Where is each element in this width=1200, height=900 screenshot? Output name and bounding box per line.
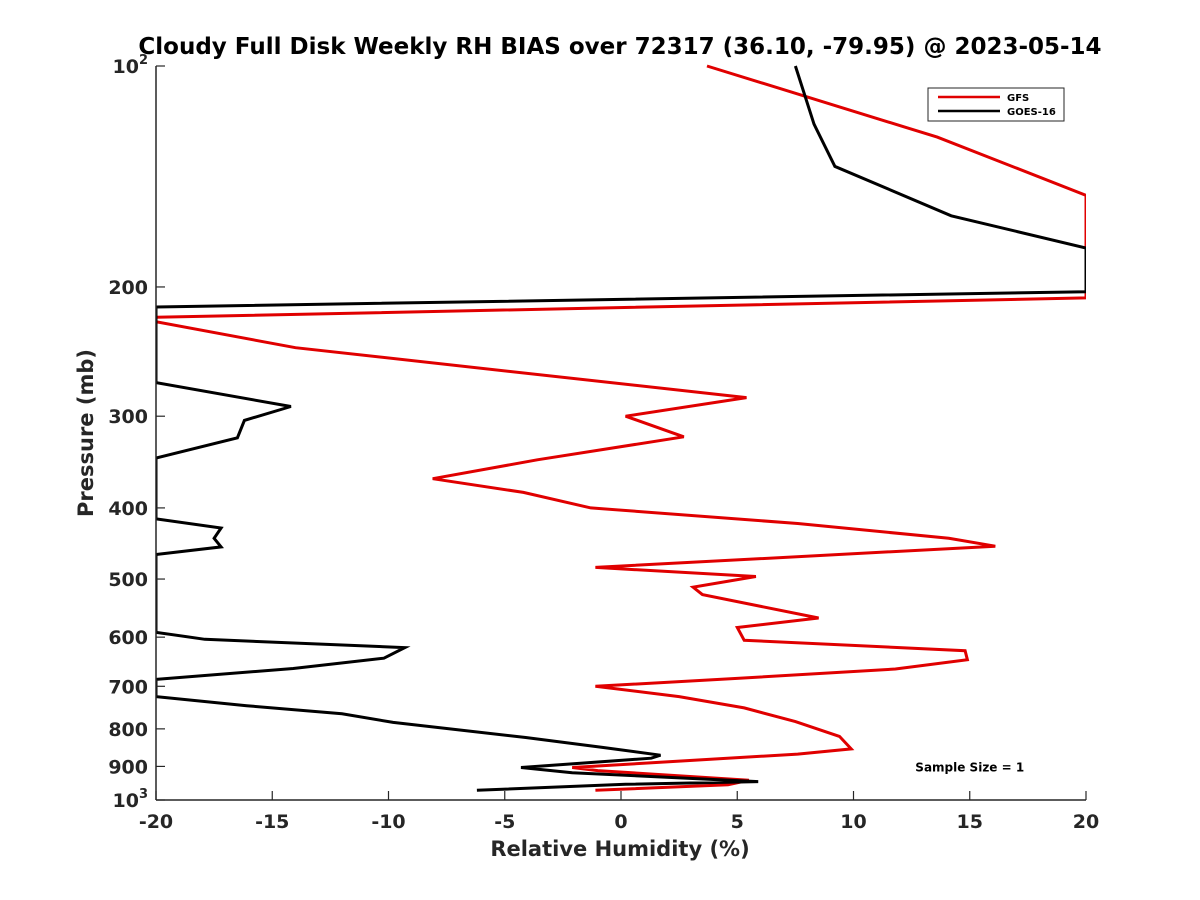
- y-tick-label: 300: [108, 406, 148, 428]
- x-tick-label: 0: [614, 811, 627, 833]
- sample-size-annotation: Sample Size = 1: [915, 760, 1024, 774]
- legend: GFS GOES-16: [927, 87, 1065, 122]
- y-tick-label: 200: [108, 277, 148, 299]
- x-axis-label: Relative Humidity (%): [490, 837, 749, 861]
- y-tick-label: 500: [108, 569, 148, 591]
- plot-area: [156, 66, 1086, 800]
- series-layer: [156, 64, 1086, 792]
- legend-label-gfs: GFS: [1007, 93, 1029, 104]
- x-tick-label: -10: [371, 811, 405, 833]
- ticks-layer: -20 -15 -10 -5 0 5 10 15 20 102 200 300 400 500 600 700…: [108, 53, 1099, 833]
- x-tick-label: 10: [840, 811, 866, 833]
- y-tick-label: 102: [113, 53, 149, 78]
- y-tick-label: 900: [108, 756, 148, 778]
- x-tick-label: -20: [139, 811, 173, 833]
- y-tick-label: 600: [108, 627, 148, 649]
- x-tick-label: 5: [731, 811, 744, 833]
- y-axis-label: Pressure (mb): [74, 349, 98, 517]
- x-tick-label: -15: [255, 811, 289, 833]
- y-tick-label: 800: [108, 719, 148, 741]
- legend-label-goes-16: GOES-16: [1007, 107, 1056, 118]
- x-tick-label: -5: [494, 811, 515, 833]
- x-tick-label: 15: [957, 811, 983, 833]
- y-tick-label: 700: [108, 676, 148, 698]
- series-line-gfs: [156, 64, 1086, 792]
- chart-title: Cloudy Full Disk Weekly RH BIAS over 723…: [138, 34, 1101, 60]
- y-tick-label: 103: [113, 787, 149, 812]
- series-line-goes-16: [156, 65, 1086, 792]
- legend-box: [927, 87, 1065, 122]
- y-tick-label: 400: [108, 498, 148, 520]
- x-tick-label: 20: [1073, 811, 1099, 833]
